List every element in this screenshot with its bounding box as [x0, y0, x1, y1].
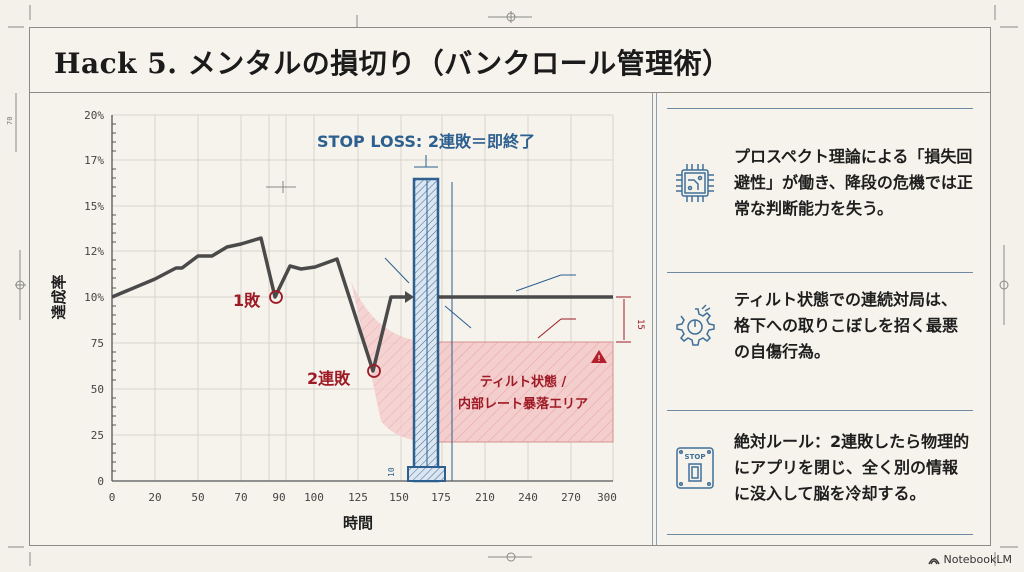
- y-axis-title: 達成率: [50, 274, 68, 319]
- x-tick: 50: [191, 491, 204, 504]
- stop-loss-title: STOP LOSS: 2連敗＝即終了: [317, 132, 535, 151]
- right-panel: プロスペクト理論による「損失回避性」が働き、降段の危機では正常な判断能力を失う。…: [667, 94, 979, 539]
- loss-marker-2: [367, 364, 381, 378]
- card-text: 絶対ルール：2連敗したら物理的にアプリを閉じ、全く別の情報に没入して脳を冷却する…: [734, 432, 970, 503]
- chart: 20% 17% 15% 12% 10% 75 50 25 0 0 20 50 7…: [50, 109, 645, 532]
- tilt-area: [430, 341, 614, 443]
- broken-gear-icon: [676, 304, 715, 346]
- svg-text:!: !: [597, 354, 602, 363]
- stop-loss-base: [407, 466, 446, 482]
- info-card-tilt: ティルト状態での連続対局は、格下への取りこぼしを招く最悪の自傷行為。: [667, 287, 973, 365]
- divider: [667, 410, 973, 411]
- y-tick: 20%: [84, 109, 104, 122]
- tilt-label-1: ティルト状態 /: [480, 374, 567, 390]
- stop-loss-barrier: [412, 177, 440, 483]
- x-tick: 210: [475, 491, 495, 504]
- arrow-head: [405, 291, 414, 303]
- divider: [667, 108, 973, 109]
- stop-switch-icon: STOP: [676, 447, 714, 489]
- dimension-15: 15: [635, 319, 645, 330]
- x-tick: 150: [389, 491, 409, 504]
- y-tick: 15%: [84, 200, 104, 213]
- page-title: Hack 5. メンタルの損切り（バンクロール管理術）: [54, 47, 731, 80]
- divider: [667, 272, 973, 273]
- x-tick: 125: [348, 491, 368, 504]
- y-tick: 25: [91, 429, 104, 442]
- svg-text:STOP: STOP: [685, 453, 706, 461]
- panel-divider: [652, 93, 657, 545]
- y-tick: 17%: [84, 154, 104, 167]
- title-bar: Hack 5. メンタルの損切り（バンクロール管理術）: [30, 28, 990, 93]
- one-loss-label: 1敗: [233, 291, 261, 310]
- x-tick: 0: [109, 491, 116, 504]
- y-tick: 0: [97, 475, 104, 488]
- y-tick: 12%: [84, 245, 104, 258]
- loss-marker-1: [269, 290, 283, 304]
- slide-frame: Hack 5. メンタルの損切り（バンクロール管理術）: [29, 27, 991, 546]
- series-line: [111, 236, 406, 373]
- x-tick: 70: [234, 491, 247, 504]
- x-tick: 300: [597, 491, 617, 504]
- x-tick: 100: [304, 491, 324, 504]
- dimension-10: 10: [387, 467, 396, 477]
- x-tick: 175: [431, 491, 451, 504]
- x-tick: 20: [148, 491, 161, 504]
- two-losses-label: 2連敗: [307, 369, 351, 388]
- x-axis-title: 時間: [343, 514, 373, 532]
- svg-text:70: 70: [6, 117, 14, 125]
- y-tick: 10%: [84, 291, 104, 304]
- x-tick: 90: [272, 491, 285, 504]
- warning-icon: [591, 350, 607, 363]
- divider: [667, 534, 973, 535]
- circuit-chip-icon: [676, 164, 714, 202]
- x-tick: 240: [518, 491, 538, 504]
- card-text: ティルト状態での連続対局は、格下への取りこぼしを招く最悪の自傷行為。: [734, 290, 959, 361]
- notebooklm-brand: NotebookLM: [927, 553, 1012, 566]
- info-card-rule: STOP 絶対ルール：2連敗したら物理的にアプリを閉じ、全く別の情報に没入して脳…: [667, 429, 973, 507]
- y-tick: 75: [91, 337, 104, 350]
- x-tick: 270: [561, 491, 581, 504]
- info-card-prospect: プロスペクト理論による「損失回避性」が働き、降段の危機では正常な判断能力を失う。: [667, 144, 973, 222]
- card-text: プロスペクト理論による「損失回避性」が働き、降段の危機では正常な判断能力を失う。: [734, 147, 973, 218]
- tilt-label-2: 内部レート暴落エリア: [458, 396, 588, 412]
- notebooklm-logo-icon: [927, 557, 940, 564]
- y-tick: 50: [91, 383, 104, 396]
